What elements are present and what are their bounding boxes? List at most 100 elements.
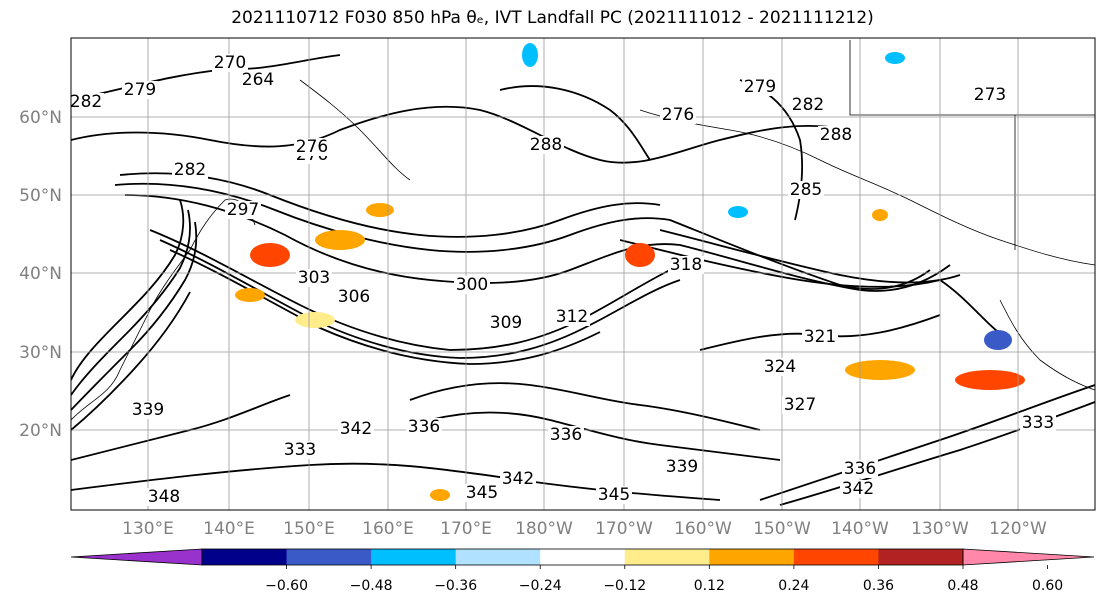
lat-tick-label: 30°N	[19, 343, 62, 363]
shading-patch	[250, 243, 290, 267]
border-line	[849, 40, 1095, 116]
contour-line	[71, 105, 851, 164]
contour-label-bg	[146, 488, 182, 506]
colorbar-tick-label: 0.48	[947, 578, 978, 594]
contour-label: 282	[174, 160, 206, 180]
shading-patch	[625, 243, 655, 267]
contour-line	[71, 199, 185, 381]
contour-label-bg	[294, 138, 330, 156]
contour-label-bg	[818, 126, 854, 144]
contour-label-bg	[488, 314, 524, 332]
latitude-labels: 20°N 30°N 40°N 50°N 60°N	[19, 108, 62, 441]
contour-label-bg	[296, 269, 332, 287]
contour-label-bg	[664, 458, 700, 476]
contour-line	[169, 249, 601, 365]
lon-tick-label: 170°W	[595, 519, 653, 539]
contour-label-bg	[528, 136, 564, 154]
contour-label: 336	[408, 417, 440, 437]
lat-tick-label: 50°N	[19, 186, 62, 206]
colorbar-segment	[202, 549, 288, 565]
contour-line	[149, 229, 671, 351]
contour-line	[779, 401, 1095, 506]
contour-label-bg	[406, 418, 442, 436]
contour-label: 297	[227, 200, 259, 220]
lon-tick-label: 130°E	[122, 519, 174, 539]
contour-label: 333	[1022, 413, 1054, 433]
contour-label: 264	[242, 70, 274, 90]
contour-label-bg	[122, 81, 158, 99]
contour-label: 324	[764, 357, 796, 377]
contour-label-bg	[840, 480, 876, 498]
contour-label: 342	[340, 419, 372, 439]
contour-label-bg	[1020, 414, 1056, 432]
contour-line	[409, 382, 761, 431]
contour-label-bg	[282, 441, 318, 459]
contour-label: 345	[598, 485, 630, 505]
contour-line	[71, 221, 198, 411]
coastlines	[71, 40, 1095, 421]
contour-label-bg	[338, 420, 374, 438]
contour-label: 336	[550, 425, 582, 445]
shading-patch	[430, 489, 450, 501]
contour-label-bg	[788, 181, 824, 199]
colorbar-tick-label: −0.48	[350, 578, 393, 594]
colorbar-extend-high	[962, 548, 1095, 566]
contour-label-bg	[130, 401, 166, 419]
contour-label: 309	[490, 313, 522, 333]
lon-tick-label: 180°W	[515, 519, 573, 539]
colorbar-tick-label: −0.60	[265, 578, 308, 594]
contour-label: 288	[530, 135, 562, 155]
contour-label: 282	[70, 92, 102, 112]
contour-label: 348	[148, 487, 180, 507]
shading-patch	[955, 370, 1025, 390]
map-plot-area: 2792762702642822762822882762792822882732…	[70, 37, 1096, 511]
contour-label: 282	[792, 95, 824, 115]
contour-label: 306	[338, 287, 370, 307]
alaska-coastline	[639, 109, 1095, 266]
contour-label-bg	[172, 161, 208, 179]
contour-label: 342	[842, 479, 874, 499]
contour-label: 279	[124, 80, 156, 100]
contour-label-bg	[454, 276, 490, 294]
contour-label: 273	[974, 85, 1006, 105]
lon-tick-label: 130°W	[911, 519, 969, 539]
contour-label-bg	[240, 71, 276, 89]
contour-label-bg	[548, 426, 584, 444]
colorbar-tick-label: −0.36	[434, 578, 477, 594]
contour-label-bg	[842, 460, 878, 478]
lat-tick-label: 60°N	[19, 108, 62, 128]
shading-patch	[295, 312, 335, 328]
colorbar-tick-label: −0.24	[519, 578, 562, 594]
shading-patch	[366, 203, 394, 217]
colorbar-segment	[793, 549, 879, 565]
contour-labels: 2792762702642822762822882762792822882732…	[70, 53, 1056, 507]
colorbar-segment	[624, 549, 710, 565]
shading-patch	[845, 360, 915, 380]
colorbar-segment	[286, 549, 372, 565]
contour-line	[159, 239, 681, 359]
lat-tick-label: 40°N	[19, 264, 62, 284]
lon-tick-label: 140°W	[831, 519, 889, 539]
lat-tick-label: 20°N	[19, 421, 62, 441]
contour-label: 336	[844, 459, 876, 479]
contour-label: 312	[556, 307, 588, 327]
contour-label: 318	[670, 255, 702, 275]
contour-label: 300	[456, 275, 488, 295]
contour-label: 327	[784, 395, 816, 415]
contour-label-bg	[500, 470, 536, 488]
lon-tick-label: 160°W	[674, 519, 732, 539]
contour-label: 276	[296, 137, 328, 157]
contour-label: 276	[662, 105, 694, 125]
longitude-labels: 130°E 140°E 150°E 160°E 170°E 180°W 170°W 160°W…	[122, 519, 1047, 539]
na-west-coastline	[999, 299, 1095, 391]
asia-coastline	[71, 198, 256, 421]
contour-label-bg	[225, 201, 261, 219]
contour-label-bg	[71, 93, 104, 111]
colorbar-tick-label: 0.36	[863, 578, 894, 594]
shading-patch	[872, 209, 888, 221]
colorbar-tick-label: 0.12	[694, 578, 725, 594]
shading-patch	[984, 330, 1012, 350]
contour-label: 288	[820, 125, 852, 145]
chart-title: 2021110712 F030 850 hPa θₑ, IVT Landfall…	[231, 8, 874, 28]
